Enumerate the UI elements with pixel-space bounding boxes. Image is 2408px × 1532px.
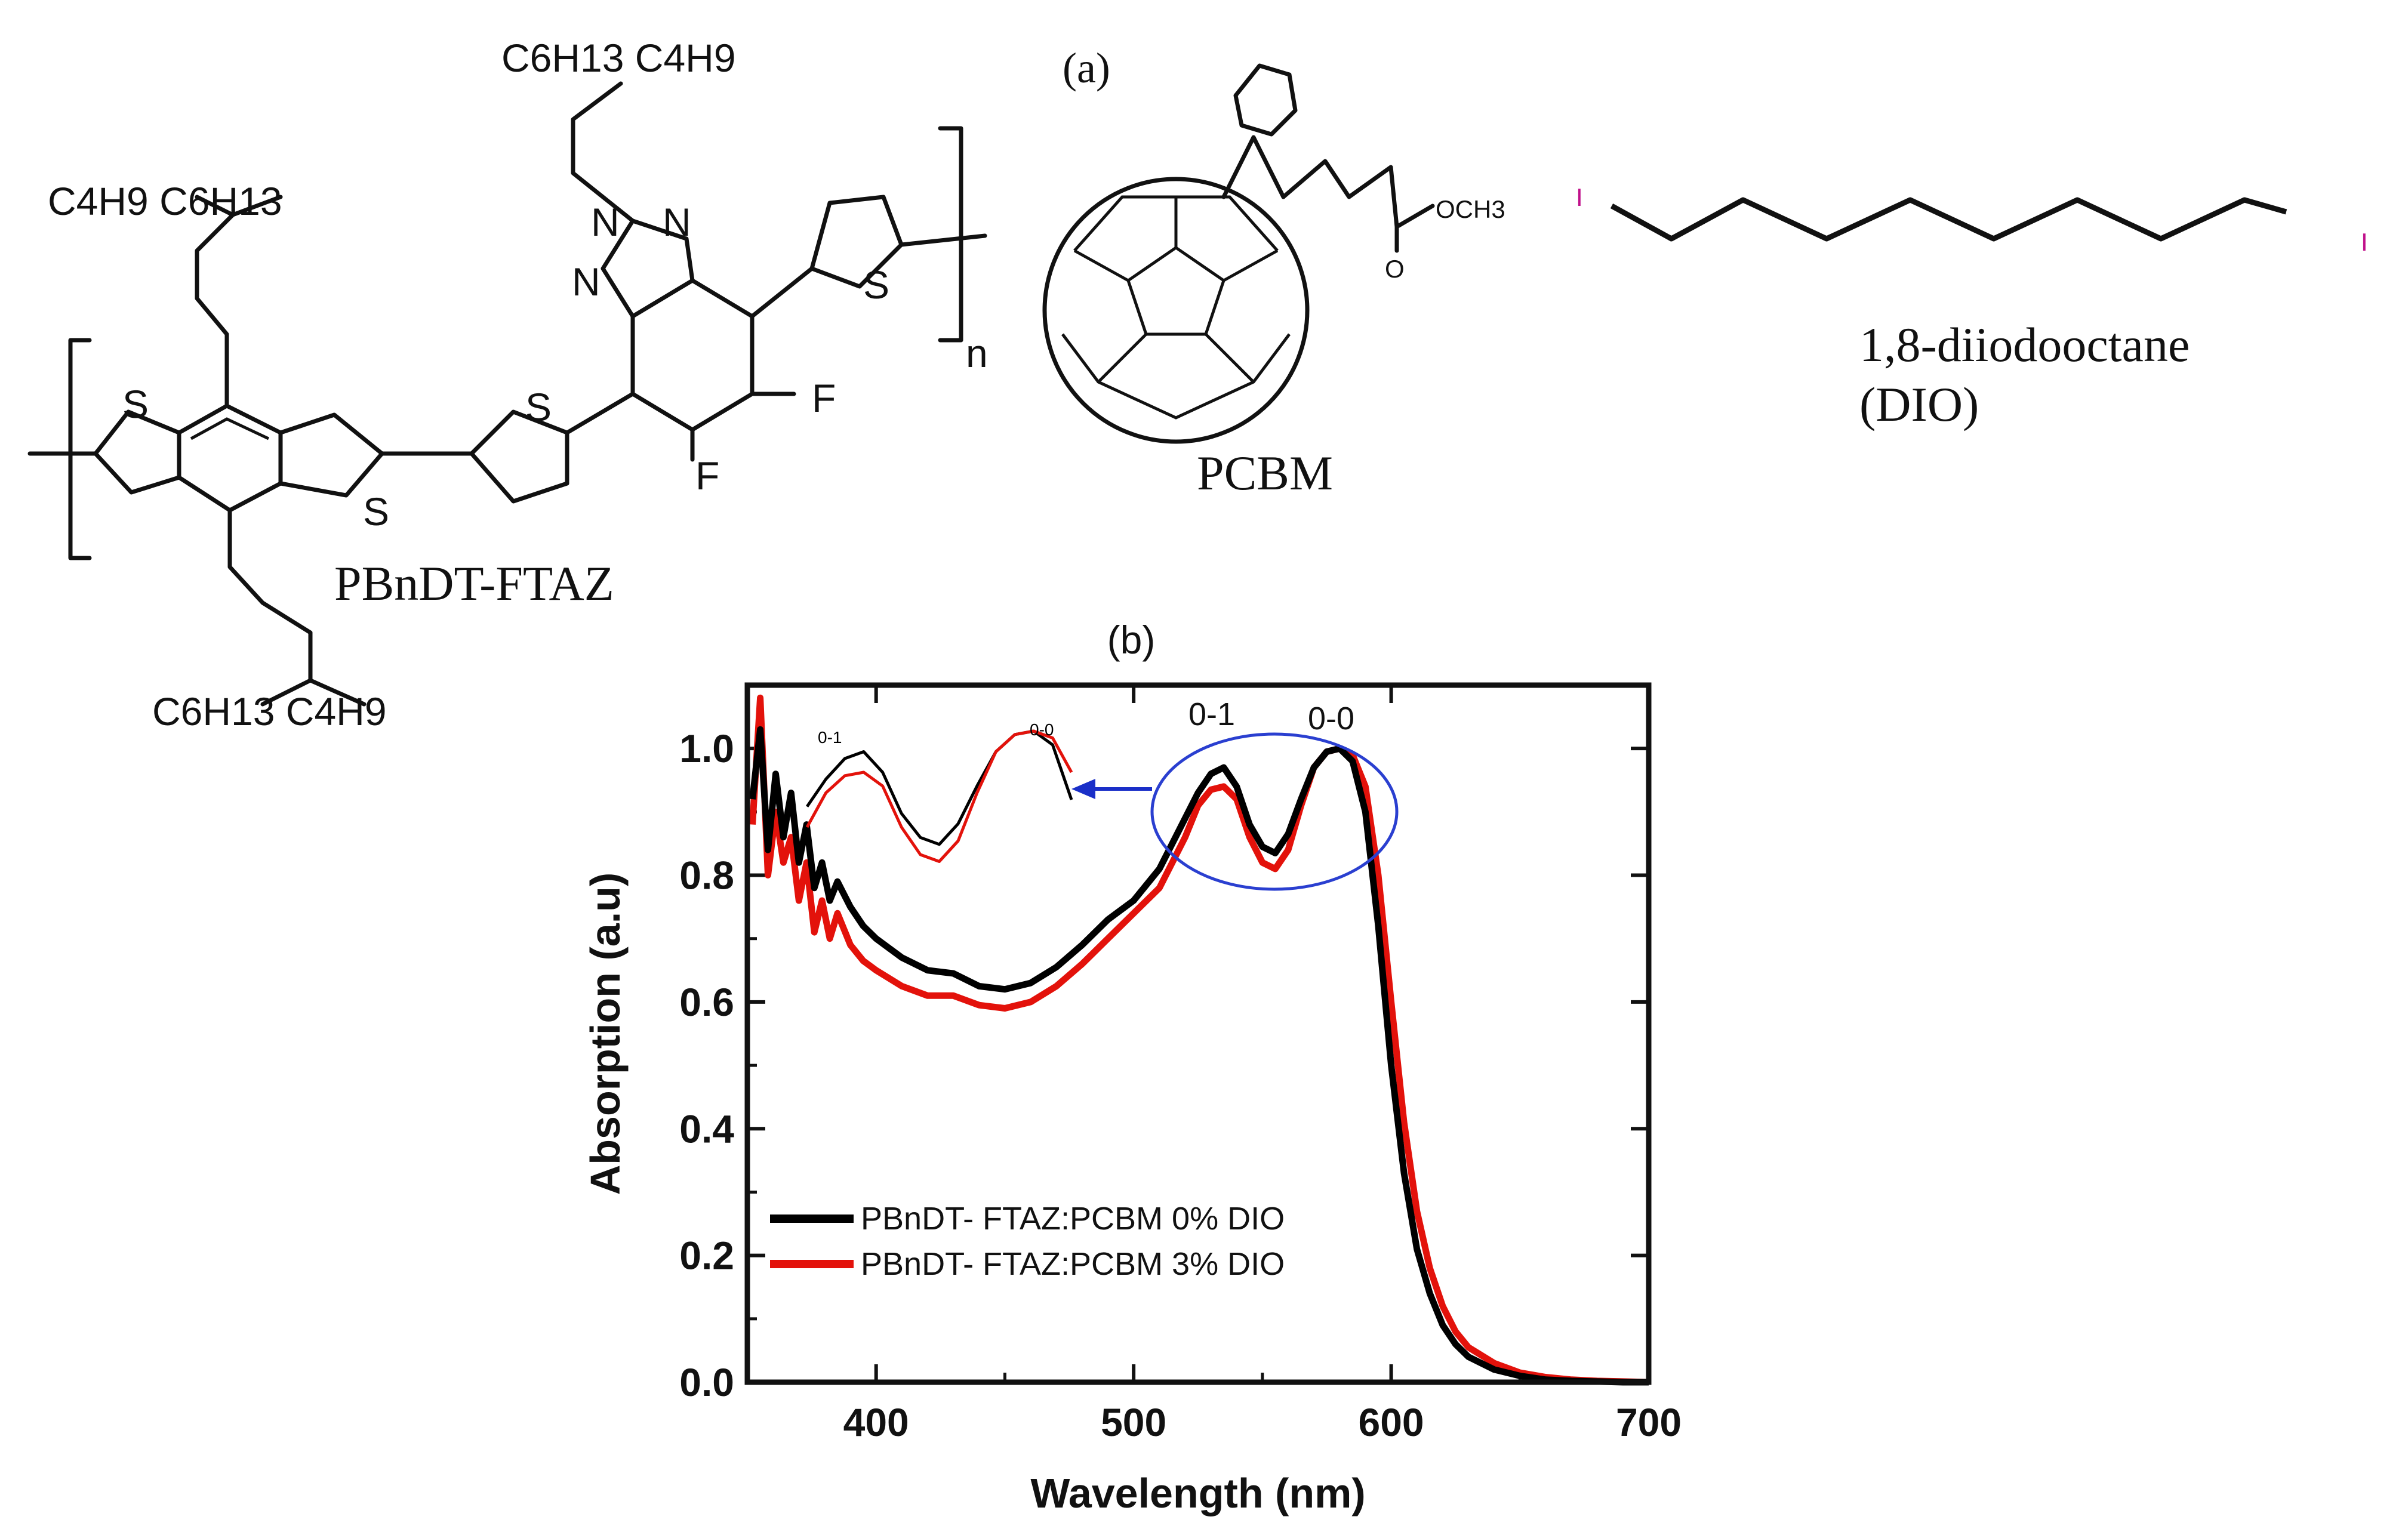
side-chain-label-top: C6H13 C4H9 xyxy=(501,36,736,80)
panel-a-label: (a) xyxy=(1063,44,1110,92)
bdt-thiophene-left xyxy=(93,409,181,495)
side-chain-down-branch xyxy=(260,678,367,707)
cyclopropane xyxy=(1221,135,1286,199)
ester-bonds xyxy=(1394,204,1435,253)
y-axis-label: Absorption (a.u) xyxy=(582,873,629,1195)
dio-structure: I I 1,8-diiodooctane (DIO) xyxy=(1576,183,2368,431)
pcbm-structure: O OCH3 PCBM xyxy=(1042,63,1505,500)
inset-arrow-head xyxy=(1071,779,1095,799)
legend-label-0pct: PBnDT- FTAZ:PCBM 0% DIO xyxy=(861,1201,1285,1237)
series-line-0 xyxy=(749,726,1649,1386)
inset-series-line-0 xyxy=(805,729,1073,846)
ester-oxygen: O xyxy=(1385,255,1405,283)
inset-series-line-1 xyxy=(805,729,1073,863)
plot-frame xyxy=(744,682,1652,1385)
fullerene-cage xyxy=(1042,177,1310,444)
repeat-n: n xyxy=(966,331,988,375)
sulfur-atom-4: S xyxy=(863,263,889,307)
fullerene-pentagon xyxy=(1126,245,1225,336)
sulfur-atom-1: S xyxy=(122,382,149,426)
link-bond-2 xyxy=(565,392,635,435)
tick-labels: 400 500 600 700 0.0 0.2 0.4 0.6 0.8 1.0 xyxy=(679,726,1682,1444)
sulfur-atom-3: S xyxy=(525,385,552,429)
thiophene-middle xyxy=(469,409,569,504)
y-tick-label: 0.0 xyxy=(679,1360,734,1404)
dio-abbr: (DIO) xyxy=(1859,377,1979,431)
x-axis-label: Wavelength (nm) xyxy=(1030,1470,1365,1516)
nitrogen-atom-2: N xyxy=(572,260,601,304)
ester-group-label: OCH3 xyxy=(1436,195,1505,223)
link-bond-3 xyxy=(750,266,814,319)
inset: 0-1 0-0 xyxy=(805,720,1073,863)
x-tick-label: 400 xyxy=(843,1400,909,1444)
y-tick-label: 0.4 xyxy=(679,1106,734,1151)
nitrogen-atom-3: N xyxy=(663,200,691,244)
phenyl-ring xyxy=(1233,63,1298,137)
fluorine-atom-1: F xyxy=(812,376,836,420)
highlight-ellipse xyxy=(1150,732,1399,891)
peak-label-0-1: 0-1 xyxy=(1188,696,1235,732)
y-tick-label: 0.8 xyxy=(679,853,734,898)
butyrate-chain xyxy=(1281,159,1399,229)
fullerene-outer-ring xyxy=(1061,195,1291,420)
bdt-thiophene-right xyxy=(278,412,384,498)
octane-chain xyxy=(1610,197,2287,242)
right-bracket xyxy=(938,126,963,343)
inset-peak-label-0-1: 0-1 xyxy=(818,728,842,747)
legend: PBnDT- FTAZ:PCBM 0% DIO PBnDT- FTAZ:PCBM… xyxy=(770,1201,1285,1282)
bdt-benzene xyxy=(177,403,283,513)
dio-name: 1,8-diiodooctane xyxy=(1859,318,2190,372)
side-chain-label-upper-left: C4H9 C6H13 xyxy=(48,179,282,223)
y-tick-label: 1.0 xyxy=(679,726,734,770)
pcbm-name: PCBM xyxy=(1197,446,1333,500)
y-tick-label: 0.2 xyxy=(679,1234,734,1278)
right-chain-end xyxy=(899,233,987,247)
panel-a: (a) n xyxy=(27,36,2368,733)
polymer-name: PBnDT-FTAZ xyxy=(334,556,614,611)
benzotriazole-ring xyxy=(630,278,755,432)
triazole-side-chain xyxy=(571,81,635,223)
panel-b-label: (b) xyxy=(1107,618,1156,662)
bdt-benzene-double xyxy=(190,417,270,440)
peak-label-0-0: 0-0 xyxy=(1308,701,1354,736)
left-bracket xyxy=(68,338,92,560)
side-chain-down xyxy=(227,508,313,683)
side-chain-up-branch xyxy=(195,195,283,217)
side-chain-up xyxy=(195,212,235,408)
sulfur-atom-2: S xyxy=(363,489,389,534)
iodine-atom-2: I xyxy=(2361,228,2368,256)
x-tick-label: 500 xyxy=(1101,1400,1166,1444)
legend-label-3pct: PBnDT- FTAZ:PCBM 3% DIO xyxy=(861,1246,1285,1282)
fluorine-atom-2: F xyxy=(695,454,719,498)
iodine-atom-1: I xyxy=(1576,183,1583,211)
y-tick-label: 0.6 xyxy=(679,980,734,1024)
series-line-1 xyxy=(749,694,1649,1386)
inset-peak-label-0-0: 0-0 xyxy=(1030,720,1054,739)
x-tick-label: 600 xyxy=(1359,1400,1424,1444)
polymer-structure: n xyxy=(27,36,988,733)
x-tick-label: 700 xyxy=(1616,1400,1682,1444)
absorption-chart: (b) 0-1 0-0 400 500 600 700 0.0 0.2 0.4 0.6 0.8 1.… xyxy=(582,618,1682,1516)
thiophene-right xyxy=(809,195,904,289)
side-chain-label-bottom: C6H13 C4H9 xyxy=(152,689,387,733)
series-layer xyxy=(749,694,1649,1386)
nitrogen-atom-1: N xyxy=(591,200,620,244)
fullerene-bonds xyxy=(1073,197,1279,383)
